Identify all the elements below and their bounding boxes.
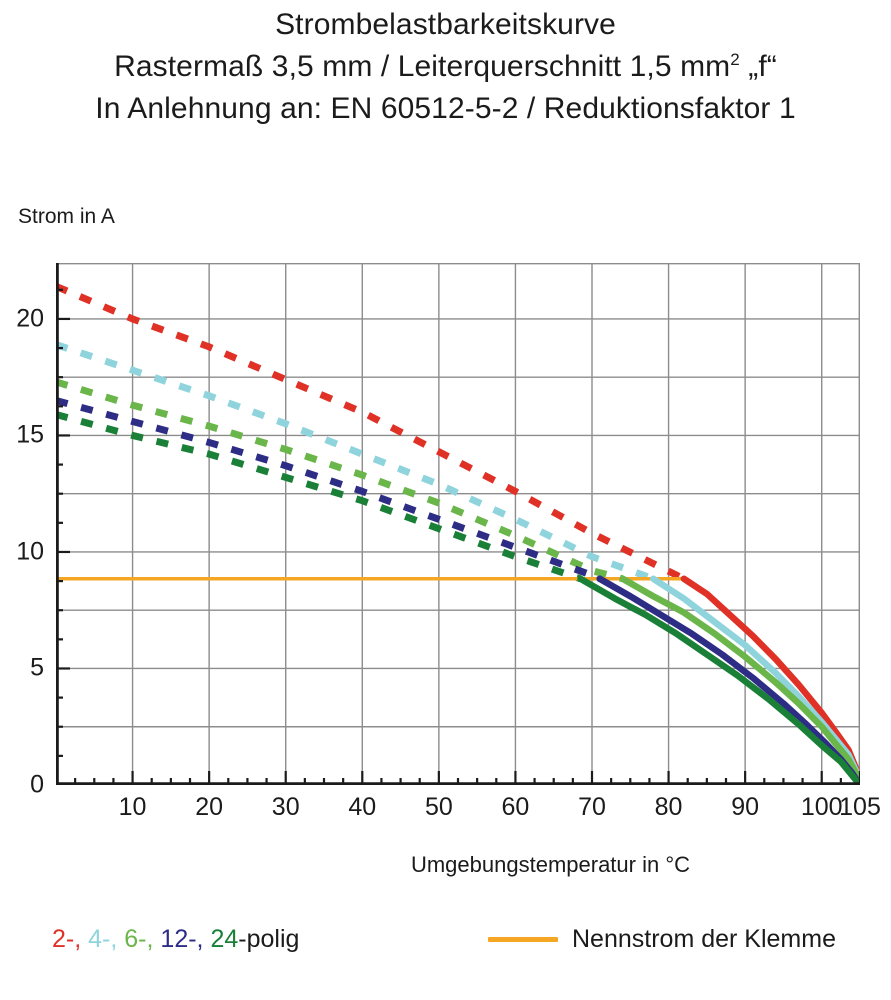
legend-pole-4: 4-, — [88, 925, 118, 953]
data-series-group — [56, 283, 860, 785]
series-line-24-polig-dashed — [56, 411, 582, 583]
x-axis-tick-label: 30 — [271, 793, 300, 821]
legend-pole-6: 6-, — [124, 925, 154, 953]
series-line-4-polig-dashed — [56, 341, 655, 583]
chart-title-superscript: 2 — [730, 50, 740, 69]
series-line-2-polig-dashed — [56, 283, 686, 582]
legend-poles-suffix: -polig — [238, 925, 300, 953]
x-axis-label: Umgebungstemperatur in °C — [410, 852, 691, 877]
chart-title-line-3: In Anlehnung an: EN 60512-5-2 / Reduktio… — [95, 92, 796, 125]
chart-legend: 2-, 4-, 6-, 12-, 24-polig Nennstrom der … — [0, 925, 891, 985]
chart-title-line-2-text: Rastermaß 3,5 mm / Leiterquerschnitt 1,5… — [114, 50, 731, 83]
x-axis-tick-label: 100 — [800, 793, 843, 821]
y-axis-label: Strom in A — [18, 205, 115, 228]
y-axis-tick-label: 20 — [16, 304, 44, 333]
x-axis-tick-label: 80 — [654, 793, 683, 821]
legend-pole-2: 2-, — [52, 925, 82, 953]
series-line-12-polig-dashed — [56, 397, 602, 582]
x-axis-tick-label: 20 — [195, 793, 224, 821]
series-line-6-polig-solid — [619, 575, 860, 785]
plot-svg — [56, 263, 860, 785]
chart-title-line-2: Rastermaß 3,5 mm / Leiterquerschnitt 1,5… — [0, 46, 891, 88]
y-axis-tick-label: 10 — [16, 537, 44, 566]
plot-frame — [56, 263, 860, 785]
legend-nennstrom-entry: Nennstrom der Klemme — [488, 925, 836, 954]
chart-title-line-1: Strombelastbarkeitskurve — [275, 8, 616, 41]
y-axis-tick-label: 0 — [30, 770, 44, 799]
x-axis-tick-label: 60 — [501, 793, 530, 821]
plot-area — [56, 263, 860, 785]
y-axis-tick-label: 5 — [30, 653, 44, 682]
x-axis-tick-label: 70 — [578, 793, 606, 821]
chart-title-block: Strombelastbarkeitskurve Rastermaß 3,5 m… — [0, 0, 891, 130]
legend-pole-24: 24 — [210, 925, 239, 953]
x-axis-tick-label: 50 — [424, 793, 453, 821]
x-axis-tick-label: 105 — [839, 793, 881, 821]
series-line-6-polig-dashed — [56, 378, 624, 583]
series-line-24-polig-solid — [577, 575, 860, 785]
legend-pole-12: 12-, — [160, 925, 204, 953]
legend-nennstrom-label: Nennstrom der Klemme — [572, 925, 836, 953]
x-axis-tick-label: 10 — [118, 793, 147, 821]
y-axis-tick-label: 15 — [16, 420, 44, 449]
axis-ticks — [56, 288, 860, 785]
legend-poles-entry: 2-, 4-, 6-, 12-, 24-polig — [52, 925, 299, 954]
x-axis-tick-label: 90 — [731, 793, 760, 821]
x-axis-tick-label: 40 — [348, 793, 377, 821]
chart-title-line-2-suffix: „f“ — [739, 50, 777, 83]
legend-line-swatch-icon — [488, 937, 558, 942]
